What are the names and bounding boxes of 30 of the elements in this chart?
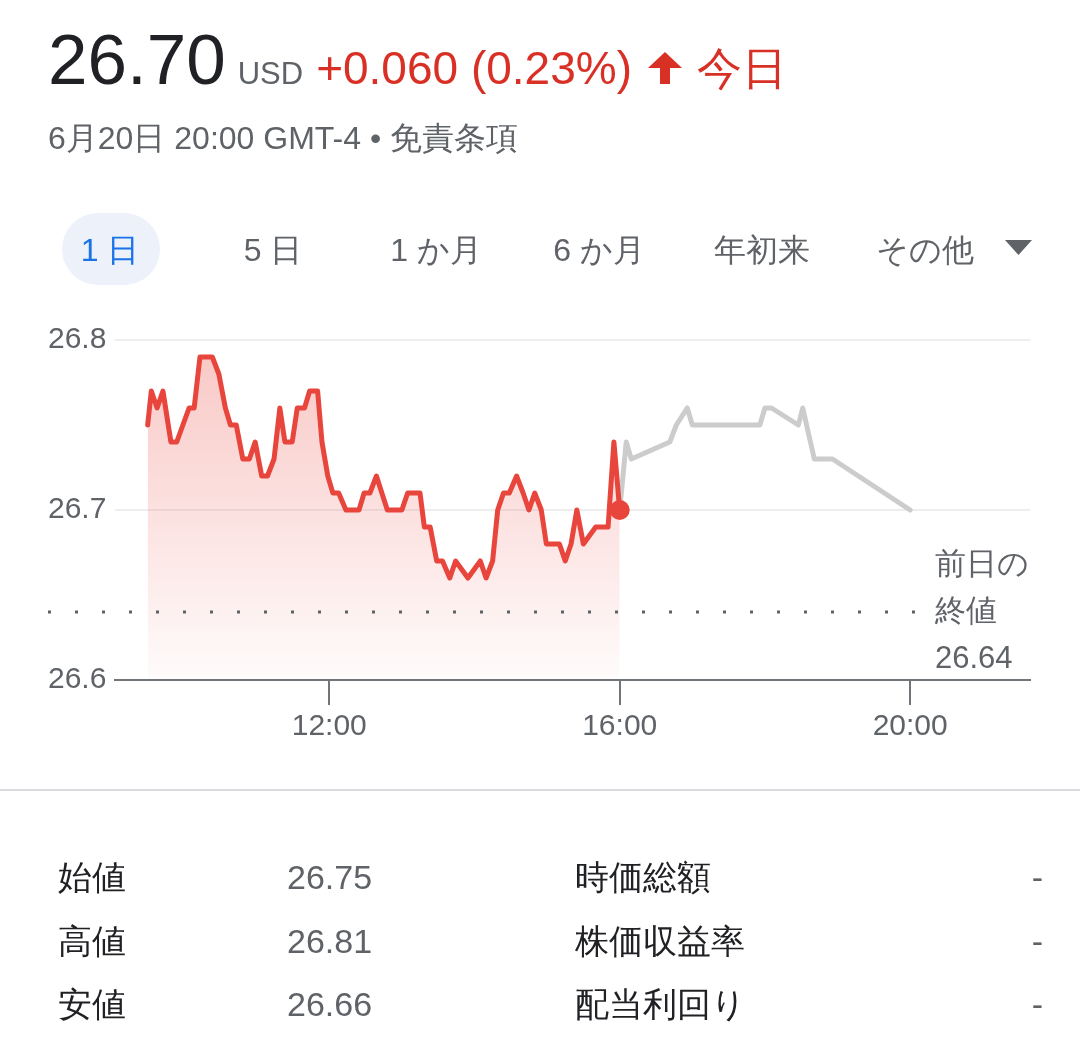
text: 1 か月: [389, 231, 483, 270]
text: 26.75: [287, 857, 373, 897]
x-tick-label: 20:00: [872, 708, 948, 742]
text: -: [1031, 857, 1043, 897]
text: 株価収益率: [575, 920, 745, 961]
text: 時価総額: [575, 857, 711, 897]
text: -: [1031, 920, 1043, 961]
text: その他: [875, 231, 975, 270]
text: 配当利回り: [575, 984, 746, 1024]
text: -: [1031, 984, 1043, 1024]
y-tick-label: 26.7: [48, 491, 107, 525]
text: 26.81: [287, 920, 373, 961]
ref-line-label: 前日の終値 26.64: [934, 545, 1029, 675]
chart-title: 26.70: [48, 20, 226, 99]
text: 26.66: [287, 984, 373, 1024]
text: USD: [237, 56, 304, 91]
text: +0.060 (0.23%): [316, 42, 632, 94]
y-tick-label: 26.8: [48, 321, 107, 355]
text: 今日: [696, 43, 787, 94]
x-tick-label: 16:00: [582, 708, 658, 742]
y-tick-label: 26.6: [48, 661, 107, 695]
text: 6 か月: [552, 231, 646, 270]
text: 5 日: [242, 231, 304, 270]
chart-subtitle: 6月20日 20:00 GMT-4 • 免責条項: [48, 119, 519, 158]
text: 安値: [58, 984, 126, 1024]
x-tick-label: 12:00: [291, 708, 367, 742]
text: 高値: [58, 920, 126, 961]
text: 始値: [58, 857, 126, 897]
text: 1 日: [79, 231, 141, 270]
text: 年初来: [713, 231, 811, 270]
